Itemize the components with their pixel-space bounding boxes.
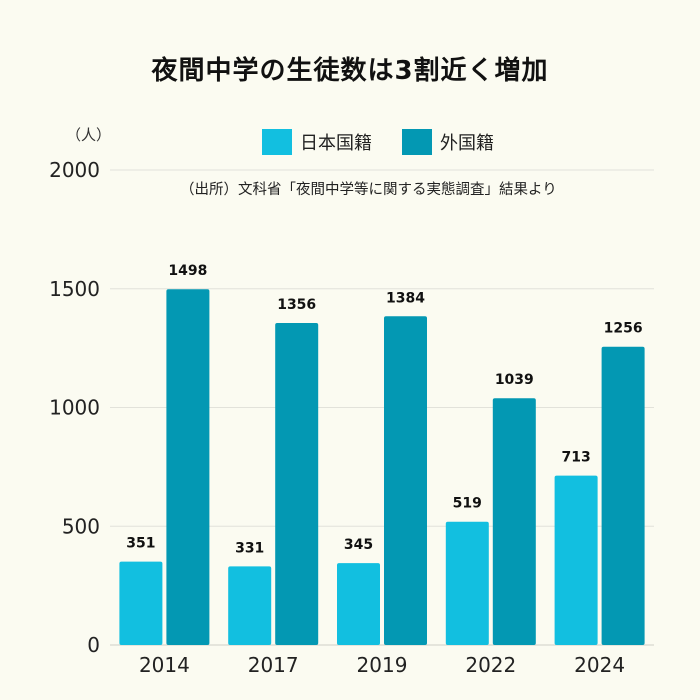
legend-swatch-japanese: [262, 129, 292, 155]
bar-foreign-2024: [601, 346, 645, 645]
bar-foreign-2019: [384, 316, 427, 645]
bar-foreign-2014: [166, 289, 210, 645]
bar-japanese-2014: [119, 561, 163, 645]
data-label-japanese-2017: 331: [235, 540, 264, 556]
legend-label-foreign: 外国籍: [440, 133, 494, 154]
data-label-japanese-2024: 713: [561, 450, 590, 466]
legend-label-japanese: 日本国籍: [300, 133, 372, 154]
data-label-japanese-2022: 519: [453, 496, 482, 512]
legend-item-foreign: 外国籍: [402, 129, 494, 155]
chart-title: 夜間中学の生徒数は3割近く増加: [151, 56, 549, 86]
data-label-japanese-2014: 351: [126, 536, 155, 552]
x-tick-label-2022: 2022: [465, 653, 516, 677]
x-tick-label-2019: 2019: [357, 653, 408, 677]
y-axis-unit: （人）: [66, 126, 112, 144]
y-tick-label-1500: 1500: [49, 277, 100, 301]
y-tick-label-0: 0: [87, 633, 100, 657]
bar-japanese-2017: [228, 566, 272, 645]
data-label-foreign-2014: 1498: [168, 263, 207, 279]
data-label-foreign-2024: 1256: [604, 321, 643, 337]
legend: 日本国籍 外国籍: [262, 128, 524, 156]
bar-foreign-2022: [492, 398, 536, 645]
x-tick-label-2014: 2014: [139, 653, 190, 677]
legend-swatch-foreign: [402, 129, 432, 155]
x-tick-label-2017: 2017: [248, 653, 299, 677]
bar-japanese-2024: [554, 475, 598, 645]
data-label-foreign-2019: 1384: [386, 290, 425, 306]
source-note: （出所）文科省「夜間中学等に関する実態調査」結果より: [180, 182, 557, 198]
bar-foreign-2017: [275, 322, 319, 645]
bar-japanese-2019: [337, 563, 380, 645]
y-tick-label-500: 500: [62, 514, 100, 538]
y-tick-label-1000: 1000: [49, 396, 100, 420]
data-label-foreign-2017: 1356: [277, 297, 316, 313]
x-tick-label-2024: 2024: [574, 653, 625, 677]
bar-japanese-2022: [445, 521, 489, 645]
legend-item-japanese: 日本国籍: [262, 129, 372, 155]
data-label-japanese-2019: 345: [344, 537, 373, 553]
data-label-foreign-2022: 1039: [495, 372, 534, 388]
y-tick-label-2000: 2000: [49, 158, 100, 182]
